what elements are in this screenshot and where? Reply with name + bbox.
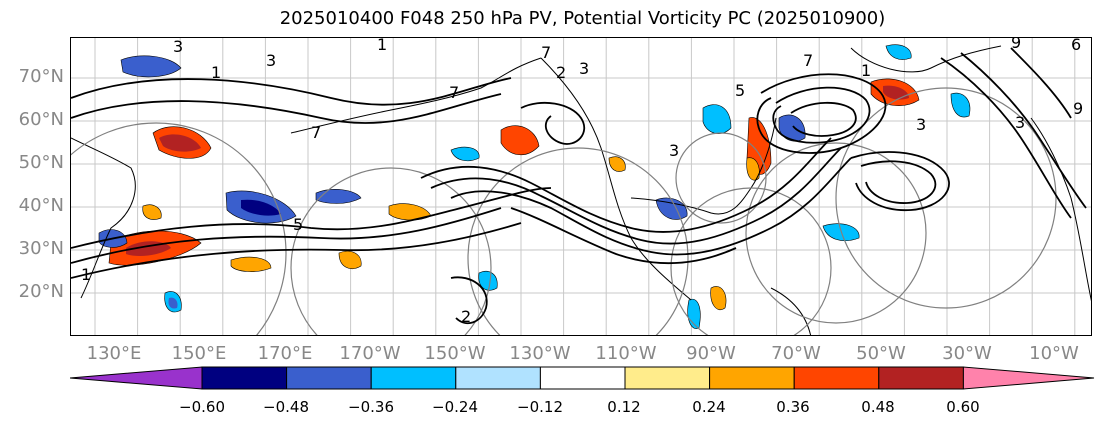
- lon-label-130w: 130°W: [509, 343, 571, 364]
- contour-label: 3: [916, 115, 926, 134]
- pv-negative-fill: [241, 199, 281, 216]
- contour-label: 7: [449, 83, 459, 102]
- colorbar-cell: [370, 366, 457, 390]
- pv-negative-fill: [450, 146, 480, 162]
- coastline-europe: [1030, 117, 1091, 302]
- contour-label: 1: [211, 63, 221, 82]
- colorbar-cell: [793, 366, 880, 390]
- map-title: 2025010400 F048 250 hPa PV, Potential Vo…: [279, 8, 886, 29]
- contour-label: 3: [579, 59, 589, 78]
- contour-label: 2: [556, 63, 566, 82]
- colorbar-tick: 0.12: [607, 398, 641, 416]
- colorbar-tick: 0.24: [692, 398, 726, 416]
- colorbar-cell: [539, 366, 626, 390]
- contour-labels: 1 1 3 3 7 7 7 5 3 9 6 9 1 3 7 5 2 3 3 1 …: [81, 38, 1083, 326]
- pv-positive-fill: [338, 250, 362, 269]
- coastline-south-america: [770, 287, 811, 335]
- colorbar-cell: [878, 366, 964, 390]
- pv-anomaly-fills: [98, 44, 971, 329]
- contour-label: 5: [293, 215, 303, 234]
- coastline-north-america: [540, 57, 692, 301]
- pv-positive-fill: [142, 204, 162, 220]
- pv-negative-fill: [478, 270, 498, 291]
- map-panel: 1 1 3 3 7 7 7 5 3 9 6 9 1 3 7 5 2 3 3 1 …: [70, 37, 1092, 336]
- colorbar-tick: 0.60: [946, 398, 980, 416]
- contour-label: 3: [669, 141, 679, 160]
- coastlines: [71, 45, 1091, 335]
- colorbar-tick: −0.12: [517, 398, 563, 416]
- pv-positive-fill: [883, 85, 909, 100]
- lon-label-10w: 10°W: [1029, 343, 1079, 364]
- pv-positive-fill: [159, 134, 201, 152]
- coastline-asia: [71, 137, 136, 299]
- colorbar-tick: −0.60: [179, 398, 225, 416]
- colorbar-tick: 0.48: [861, 398, 895, 416]
- pv-negative-fill: [315, 189, 362, 204]
- lon-label-130e: 130°E: [86, 343, 142, 364]
- colorbar-cell: [201, 366, 288, 390]
- pv-negative-fill: [702, 104, 732, 134]
- lon-label-30w: 30°W: [942, 343, 992, 364]
- colorbar: [70, 366, 1095, 390]
- contour-label: 3: [1015, 113, 1025, 132]
- colorbar-extend-min: [70, 366, 203, 390]
- lon-label-110w: 110°W: [595, 343, 657, 364]
- colorbar-tick: −0.24: [432, 398, 478, 416]
- pv-negative-fill: [120, 55, 182, 78]
- pv-negative-fill: [168, 297, 178, 309]
- pv-negative-fill: [885, 44, 912, 60]
- lat-label-70n: 70°N: [18, 66, 64, 87]
- colorbar-cell: [455, 366, 541, 390]
- pv-positive-fill: [746, 157, 760, 181]
- colorbar-tick: −0.48: [263, 398, 309, 416]
- colorbar-cell: [624, 366, 711, 390]
- colorbar-cell: [286, 366, 372, 390]
- lat-label-20n: 20°N: [18, 281, 64, 302]
- colorbar-cell: [709, 366, 795, 390]
- coastline-alaska: [290, 57, 542, 134]
- colorbar-tick: −0.36: [348, 398, 394, 416]
- contour-label: 9: [1011, 38, 1021, 52]
- coastline-gulf: [630, 117, 777, 215]
- contour-label: 7: [803, 51, 813, 70]
- contour-label: 7: [541, 43, 551, 62]
- pv-positive-fill: [230, 256, 272, 272]
- lon-label-90w: 90°W: [686, 343, 736, 364]
- contour-label: 2: [461, 307, 471, 326]
- lon-label-170w: 170°W: [339, 343, 401, 364]
- colorbar-tick: 0.36: [776, 398, 810, 416]
- coastline-greenland: [850, 45, 1002, 73]
- pv-contours: [71, 47, 1087, 325]
- colorbar-extend-max: [962, 366, 1095, 390]
- contour-label: 5: [735, 81, 745, 100]
- pv-positive-fill: [500, 125, 540, 155]
- contour-label: 6: [1071, 38, 1081, 54]
- contour-label: 3: [173, 38, 183, 56]
- contour-label: 7: [311, 123, 321, 142]
- contour-label: 3: [266, 51, 276, 70]
- lon-label-170e: 170°E: [257, 343, 313, 364]
- lat-label-40n: 40°N: [18, 195, 64, 216]
- pv-positive-fill: [608, 156, 626, 172]
- map-canvas: 1 1 3 3 7 7 7 5 3 9 6 9 1 3 7 5 2 3 3 1 …: [71, 38, 1091, 335]
- lat-label-30n: 30°N: [18, 238, 64, 259]
- lon-label-150e: 150°E: [171, 343, 227, 364]
- lat-label-50n: 50°N: [18, 152, 64, 173]
- lon-label-50w: 50°W: [856, 343, 906, 364]
- contour-label: 1: [861, 61, 871, 80]
- contour-label: 1: [81, 265, 91, 284]
- contour-label: 9: [1073, 99, 1083, 118]
- range-circles: [71, 87, 1057, 335]
- graticule: [71, 38, 1091, 335]
- lon-label-150w: 150°W: [424, 343, 486, 364]
- pv-negative-fill: [950, 92, 971, 118]
- pv-positive-fill: [710, 286, 727, 310]
- pv-negative-fill: [778, 114, 806, 142]
- lat-label-60n: 60°N: [18, 109, 64, 130]
- lon-label-70w: 70°W: [771, 343, 821, 364]
- contour-label: 1: [377, 38, 387, 54]
